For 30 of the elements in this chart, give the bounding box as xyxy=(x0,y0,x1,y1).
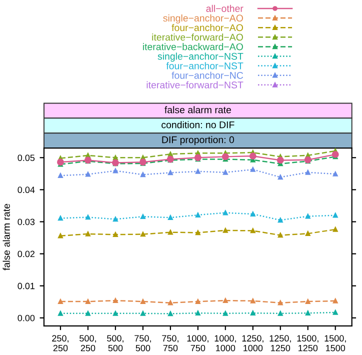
legend-label: single−anchor−NST xyxy=(158,52,244,62)
y-axis-title: false alarm rate xyxy=(2,204,10,270)
text: condition: no DIF xyxy=(162,121,234,128)
legend-label: iterative−forward−AO xyxy=(152,34,243,41)
x-tick-label: 1500, 1500 xyxy=(324,335,346,352)
x-tick-label: 1000, 1000 xyxy=(214,335,236,352)
x-tick-label: 500, 500 xyxy=(107,335,124,352)
text: false alarm rate xyxy=(164,106,231,114)
x-tick-label: 250, 250 xyxy=(52,335,68,352)
y-tick-label: 0.02 xyxy=(18,250,35,258)
x-tick-label: 750, 750 xyxy=(162,335,178,352)
x-tick-label: 750, 500 xyxy=(134,335,151,352)
legend-label: iterative−forward−NST xyxy=(146,81,244,88)
legend-label: four−anchor−NST xyxy=(166,62,244,70)
y-tick-label: 0.03 xyxy=(18,218,35,226)
legend-label: iterative−backward−AO xyxy=(143,43,243,50)
x-tick-label: 1000, 750 xyxy=(187,335,208,352)
x-tick-label: 1250, 1250 xyxy=(270,335,291,352)
y-tick-label: 0.01 xyxy=(18,282,35,290)
legend-label: all−other xyxy=(206,4,244,12)
legend-label: four−anchor−NC xyxy=(172,72,244,79)
x-tick-label: 1250, 1000 xyxy=(242,335,264,352)
x-tick-label: 1500, 1250 xyxy=(297,335,318,352)
y-tick-label: 0.00 xyxy=(18,314,35,322)
y-tick-label: 0.04 xyxy=(18,186,35,194)
x-tick-label: 500, 250 xyxy=(80,335,96,352)
legend-label: single−anchor−AO xyxy=(163,14,243,24)
text: DIF proportion: 0 xyxy=(162,136,234,146)
y-tick-label: 0.05 xyxy=(18,154,35,162)
legend-label: four−anchor−AO xyxy=(172,24,243,32)
